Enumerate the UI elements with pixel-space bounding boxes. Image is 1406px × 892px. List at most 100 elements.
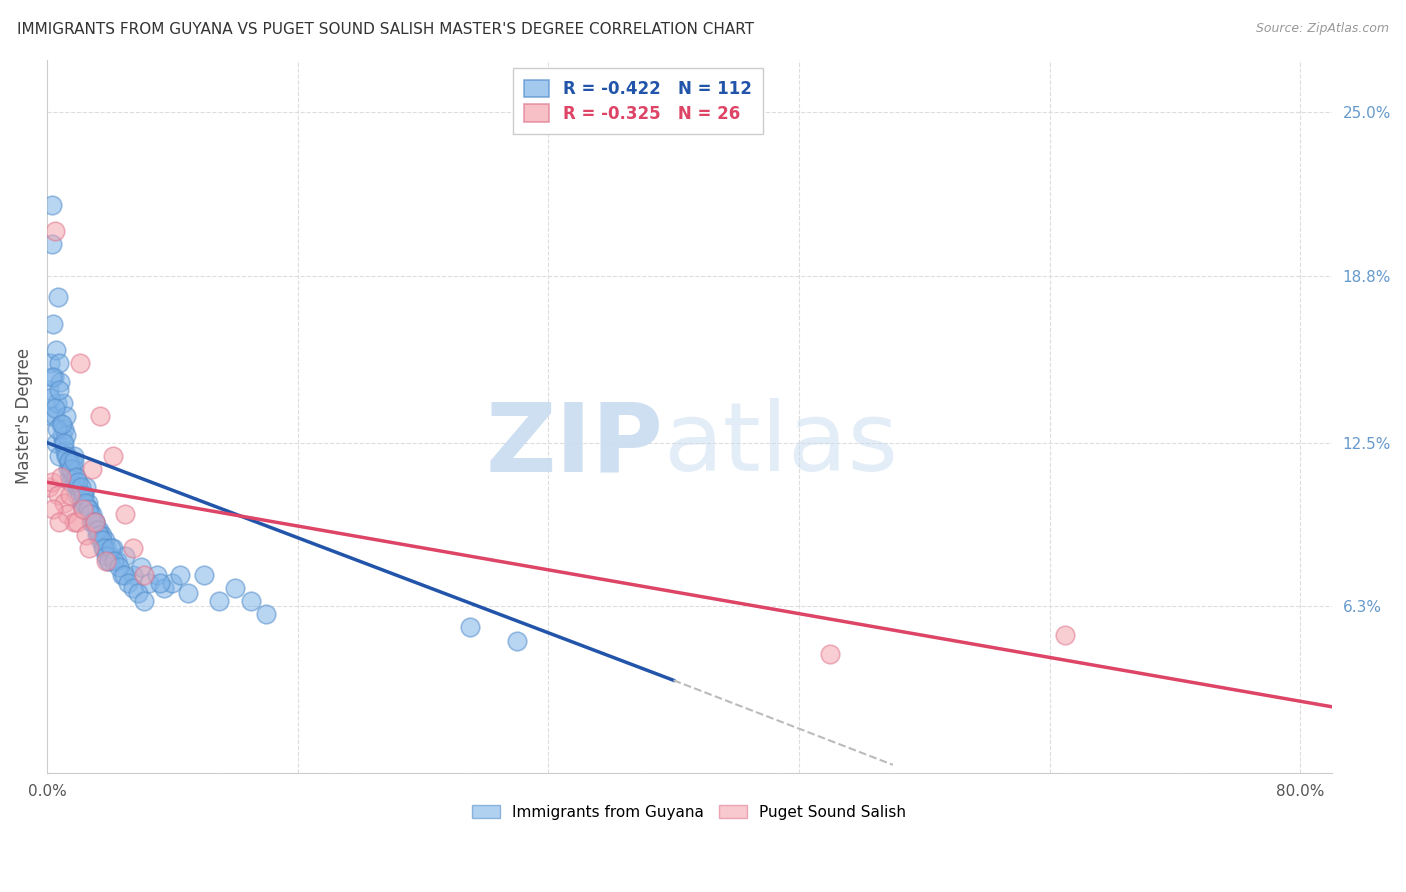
Point [93,541,115,556]
Point [59,488,82,502]
Point [97,554,120,568]
Point [82,507,104,521]
Point [39,356,62,370]
Point [97,554,120,568]
Point [62,449,84,463]
Point [84,515,107,529]
Point [89,533,111,548]
Point [56,449,79,463]
Point [44,224,66,238]
Point [62,470,84,484]
Point [100,541,122,556]
Point [51,417,73,431]
Point [53,496,76,510]
Point [254,607,277,622]
Point [60,475,83,490]
Point [60,454,83,468]
Point [66,481,89,495]
Point [41,369,63,384]
Text: atlas: atlas [664,398,898,491]
Point [41,198,63,212]
Point [55,449,77,463]
Point [62,515,84,529]
Point [132,594,155,608]
Point [72,501,94,516]
Point [46,396,69,410]
Point [44,435,66,450]
Point [145,567,167,582]
Point [44,401,66,416]
Point [44,409,66,424]
Point [45,343,67,358]
Point [82,515,104,529]
Point [73,488,96,502]
Point [169,567,191,582]
Point [129,559,152,574]
Point [138,575,160,590]
Point [111,567,134,582]
Point [58,454,80,468]
Point [42,369,65,384]
Point [90,528,112,542]
Point [49,470,72,484]
Point [46,422,69,436]
Point [69,481,91,495]
Point [70,496,93,510]
Point [58,454,80,468]
Text: Source: ZipAtlas.com: Source: ZipAtlas.com [1256,22,1389,36]
Point [84,515,107,529]
Point [53,443,76,458]
Point [48,449,70,463]
Point [82,462,104,476]
Point [49,417,72,431]
Point [65,470,87,484]
Point [66,515,89,529]
Point [62,454,84,468]
Point [818,647,841,661]
Legend: Immigrants from Guyana, Puget Sound Salish: Immigrants from Guyana, Puget Sound Sali… [467,798,912,826]
Point [69,488,91,502]
Point [39,391,62,405]
Point [76,496,98,510]
Point [94,533,117,548]
Point [75,496,97,510]
Point [48,383,70,397]
Point [59,470,82,484]
Point [76,501,98,516]
Point [239,594,262,608]
Point [89,528,111,542]
Point [46,488,69,502]
Point [177,586,200,600]
Point [86,523,108,537]
Point [51,427,73,442]
Point [48,515,70,529]
Point [112,567,135,582]
Point [63,475,86,490]
Point [53,422,76,436]
Point [72,501,94,516]
Point [114,549,136,563]
Point [122,541,145,556]
Point [41,237,63,252]
Point [96,549,118,563]
Point [506,633,529,648]
Point [75,481,97,495]
Point [208,594,231,608]
Point [80,515,103,529]
Point [42,501,65,516]
Point [38,481,60,495]
Point [90,533,112,548]
Point [122,567,145,582]
Point [96,554,118,568]
Point [122,581,145,595]
Point [91,541,114,556]
Y-axis label: Master's Degree: Master's Degree [15,348,32,484]
Point [53,435,76,450]
Point [1054,628,1077,642]
Point [75,528,97,542]
Point [49,375,72,389]
Point [132,567,155,582]
Point [127,586,149,600]
Point [41,475,63,490]
Point [98,549,121,563]
